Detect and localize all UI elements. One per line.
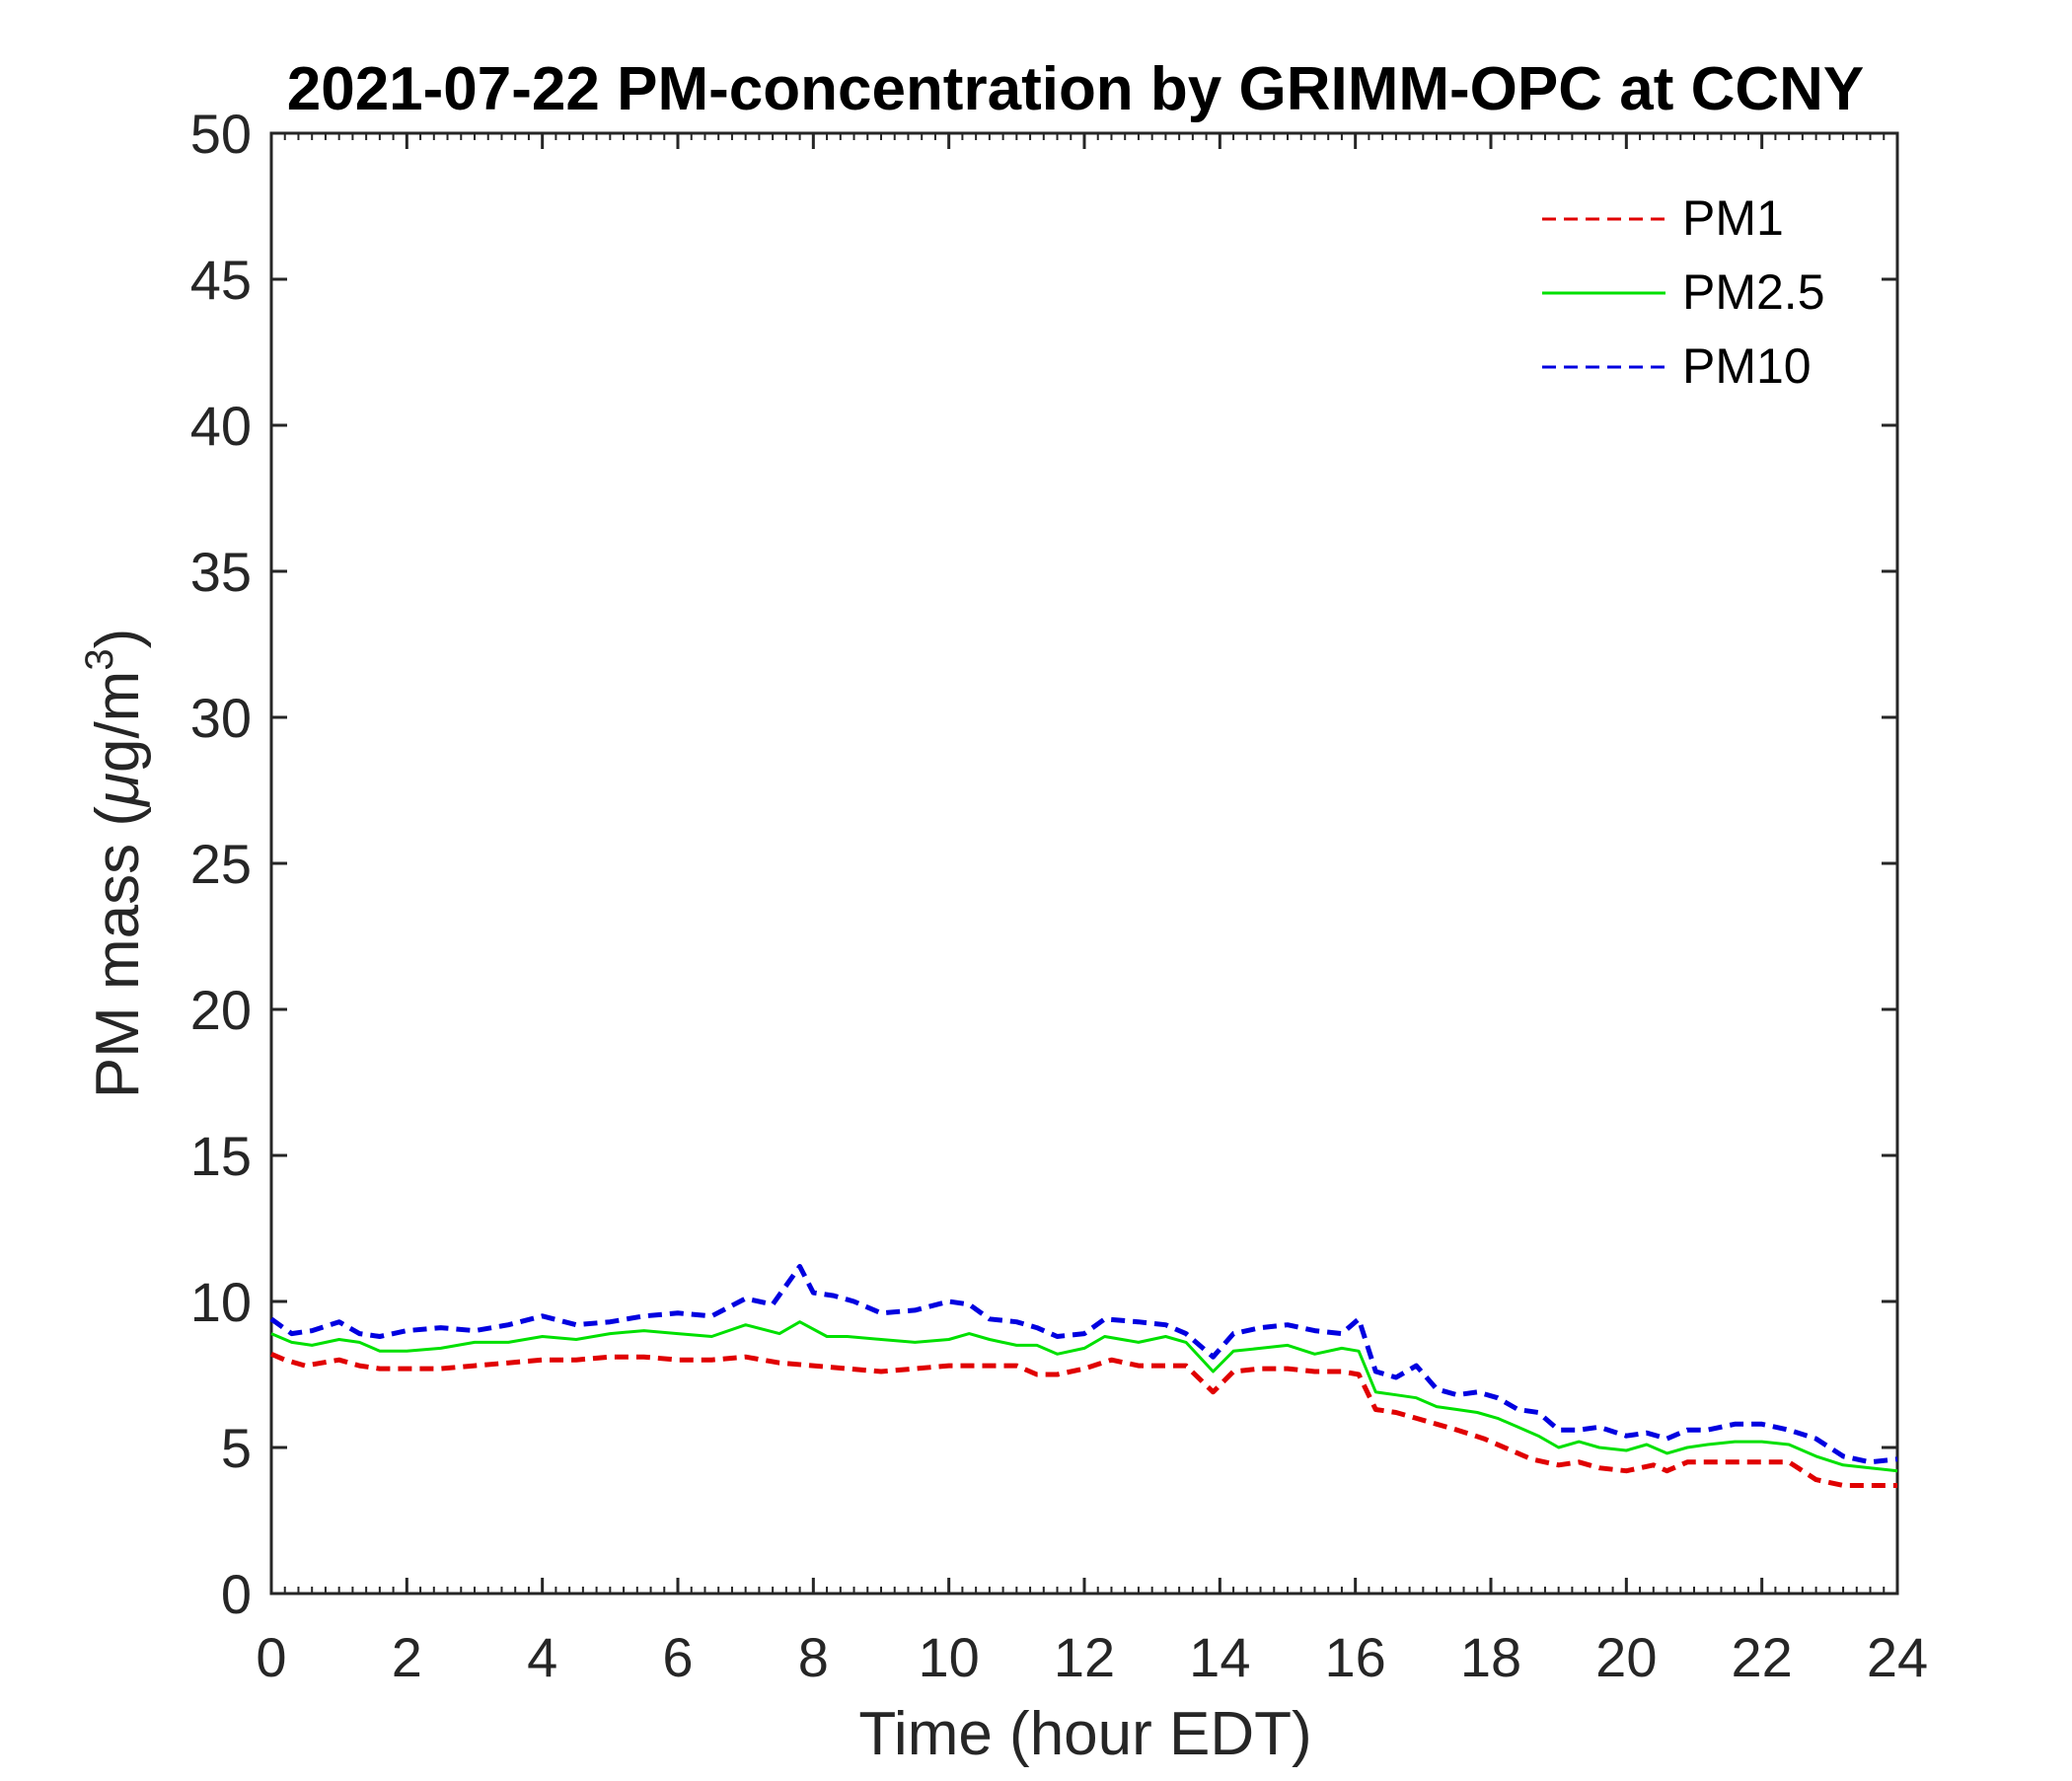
- y-axis-label-mu: μ: [84, 773, 152, 808]
- legend-label: PM1: [1682, 190, 1784, 246]
- legend: PM1 PM2.5 PM10: [1542, 190, 1825, 394]
- x-tick-label: 20: [1595, 1626, 1657, 1688]
- y-tick-label: 10: [190, 1271, 252, 1333]
- y-tick-label: 45: [190, 249, 252, 311]
- x-tick-label: 16: [1325, 1626, 1386, 1688]
- y-tick-label: 0: [221, 1563, 252, 1625]
- x-tick-label: 2: [392, 1626, 422, 1688]
- y-tick-label: 35: [190, 541, 252, 603]
- x-tick-label: 12: [1054, 1626, 1115, 1688]
- series-line-pm10: [269, 1264, 1898, 1465]
- plot-frame: [269, 131, 1899, 1595]
- y-tick-label: 5: [221, 1417, 252, 1479]
- y-axis-label-main: PM mass (: [84, 806, 152, 1099]
- y-tick-label: 20: [190, 979, 252, 1041]
- series-lines: [269, 1264, 1898, 1488]
- series-line-pm1: [270, 1352, 1897, 1488]
- legend-label: PM2.5: [1682, 264, 1825, 320]
- y-axis-label: PM mass (μg/m3): [78, 629, 152, 1098]
- y-axis-label-unit: g/m: [84, 671, 152, 773]
- x-tick-label: 24: [1867, 1626, 1928, 1688]
- chart-title: 2021-07-22 PM-concentration by GRIMM-OPC…: [287, 55, 1865, 123]
- x-tick-labels: 0 2 4 6 8 10 12 14 16 18 20 22 24: [256, 1626, 1928, 1688]
- x-tick-label: 22: [1732, 1626, 1793, 1688]
- y-tick-label: 50: [190, 103, 252, 165]
- series-line-pm2-5: [270, 1320, 1898, 1473]
- x-minor-ticks: [270, 133, 1898, 1594]
- x-tick-label: 4: [527, 1626, 557, 1688]
- y-tick-label: 40: [190, 395, 252, 457]
- x-tick-label: 18: [1460, 1626, 1521, 1688]
- y-tick-label: 30: [190, 687, 252, 749]
- x-tick-label: 6: [662, 1626, 693, 1688]
- y-axis-label-close: ): [84, 629, 152, 649]
- y-axis-label-sup: 3: [78, 648, 121, 670]
- x-tick-label: 14: [1189, 1626, 1250, 1688]
- x-axis-label: Time (hour EDT): [858, 1700, 1311, 1768]
- legend-label: PM10: [1682, 338, 1812, 394]
- x-tick-label: 8: [798, 1626, 829, 1688]
- major-ticks: [269, 131, 1899, 1595]
- y-tick-label: 15: [190, 1125, 252, 1187]
- x-tick-label: 0: [256, 1626, 286, 1688]
- x-tick-label: 10: [919, 1626, 980, 1688]
- y-tick-label: 25: [190, 833, 252, 895]
- y-tick-labels: 0 5 10 15 20 25 30 35 40 45 50: [190, 103, 252, 1625]
